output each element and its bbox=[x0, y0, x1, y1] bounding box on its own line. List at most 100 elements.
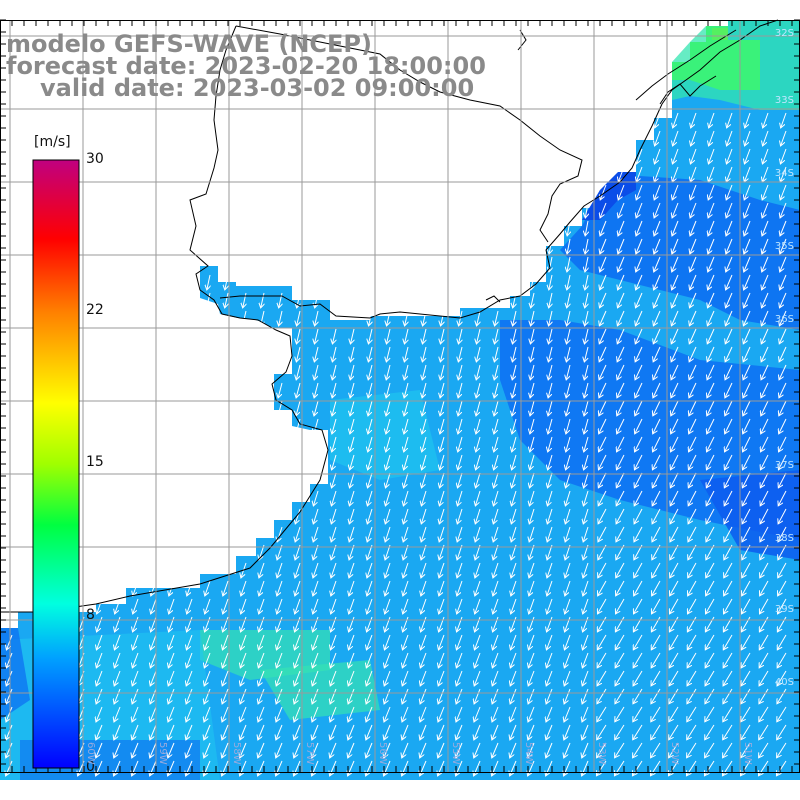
wind-arrow bbox=[762, 328, 769, 343]
wind-arrow bbox=[386, 436, 391, 451]
wind-arrow bbox=[760, 598, 769, 613]
wind-arrow bbox=[421, 562, 427, 577]
wind-arrow bbox=[459, 346, 463, 361]
wind-arrow bbox=[652, 562, 661, 577]
wind-arrow bbox=[708, 310, 715, 325]
wind-arrow bbox=[706, 652, 715, 667]
ocean-field bbox=[0, 20, 800, 780]
wind-arrow bbox=[439, 526, 445, 541]
wind-arrow bbox=[294, 688, 301, 703]
wind-arrow bbox=[619, 184, 625, 199]
wind-arrow bbox=[547, 562, 553, 577]
wind-arrow bbox=[670, 526, 679, 541]
wind-arrow bbox=[709, 112, 715, 127]
wind-arrow bbox=[655, 112, 661, 127]
wind-arrow bbox=[584, 364, 589, 379]
wind-arrow bbox=[688, 670, 697, 685]
wind-arrow bbox=[493, 580, 499, 595]
wind-arrow bbox=[635, 508, 643, 523]
wind-arrow bbox=[494, 382, 499, 397]
wind-arrow bbox=[151, 616, 157, 631]
wind-arrow bbox=[673, 112, 679, 127]
wind-arrow bbox=[259, 634, 265, 649]
lat-label: 39S bbox=[774, 604, 794, 615]
wind-arrow bbox=[331, 634, 337, 649]
wind-arrow bbox=[633, 724, 643, 739]
wind-arrow bbox=[634, 616, 643, 631]
wind-arrow bbox=[727, 184, 733, 199]
wind-arrow bbox=[186, 742, 193, 757]
wind-arrow bbox=[726, 202, 733, 217]
wind-arrow bbox=[493, 652, 499, 667]
wind-arrow bbox=[169, 652, 175, 667]
wind-arrow bbox=[654, 292, 661, 307]
wind-arrow bbox=[458, 508, 463, 523]
wind-arrow bbox=[546, 742, 553, 757]
wind-arrow bbox=[706, 598, 715, 613]
wind-arrow bbox=[671, 436, 679, 451]
wind-arrow bbox=[690, 292, 697, 307]
wind-arrow bbox=[653, 490, 661, 505]
model-title: modelo GEFS-WAVE (NCEP) bbox=[6, 30, 372, 58]
wind-arrow bbox=[634, 526, 643, 541]
wind-arrow bbox=[547, 598, 553, 613]
wind-arrow bbox=[477, 310, 480, 325]
wind-arrow bbox=[653, 472, 661, 487]
wind-arrow bbox=[723, 742, 733, 757]
wind-arrow bbox=[727, 130, 733, 145]
wind-arrow bbox=[671, 472, 679, 487]
wind-arrow bbox=[295, 616, 301, 631]
lon-label: 54W bbox=[523, 742, 534, 765]
wind-arrow bbox=[332, 418, 337, 433]
wind-arrow bbox=[547, 580, 553, 595]
wind-arrow bbox=[295, 598, 301, 613]
wind-arrow bbox=[511, 670, 517, 685]
wind-arrow bbox=[761, 490, 769, 505]
wind-arrow bbox=[672, 310, 679, 325]
wind-arrow bbox=[440, 418, 445, 433]
wind-arrow bbox=[114, 724, 121, 739]
wind-arrow bbox=[600, 310, 607, 325]
colorbar-tick-30: 30 bbox=[86, 151, 104, 167]
wind-arrow bbox=[779, 508, 787, 523]
wind-arrow bbox=[225, 292, 228, 307]
wind-arrow bbox=[241, 670, 247, 685]
wind-arrow bbox=[723, 724, 733, 739]
wind-arrow bbox=[97, 598, 103, 613]
wind-arrow bbox=[312, 688, 319, 703]
wind-arrow bbox=[600, 238, 607, 253]
wind-arrow bbox=[565, 670, 571, 685]
wind-arrow bbox=[423, 310, 426, 325]
wind-arrow bbox=[743, 508, 751, 523]
wind-arrow bbox=[385, 562, 391, 577]
wind-arrow bbox=[566, 472, 571, 487]
wind-arrow bbox=[653, 454, 661, 469]
wind-arrow bbox=[615, 742, 625, 757]
wind-arrow bbox=[386, 508, 391, 523]
wind-arrow bbox=[241, 652, 247, 667]
wind-arrow bbox=[385, 526, 391, 541]
wind-arrow bbox=[567, 238, 570, 253]
wind-arrow bbox=[333, 346, 337, 361]
wind-arrow bbox=[115, 634, 121, 649]
wind-arrow bbox=[204, 724, 211, 739]
wind-arrow bbox=[151, 598, 157, 613]
wind-arrow bbox=[222, 688, 229, 703]
wind-arrow bbox=[314, 400, 319, 415]
wind-arrow bbox=[548, 364, 553, 379]
wind-arrow bbox=[531, 292, 534, 307]
wind-arrow bbox=[420, 742, 427, 757]
wind-arrow bbox=[367, 598, 373, 613]
wind-arrow bbox=[313, 580, 319, 595]
wind-arrow bbox=[422, 490, 427, 505]
wind-arrow bbox=[706, 670, 715, 685]
wind-arrow bbox=[636, 274, 643, 289]
wind-arrow bbox=[477, 346, 481, 361]
wind-arrow bbox=[440, 454, 445, 469]
wind-arrow bbox=[494, 364, 499, 379]
wind-arrow bbox=[476, 454, 481, 469]
wind-arrow bbox=[597, 706, 607, 721]
wind-arrow bbox=[670, 580, 679, 595]
wind-arrow bbox=[457, 634, 463, 649]
wind-arrow bbox=[6, 724, 13, 739]
